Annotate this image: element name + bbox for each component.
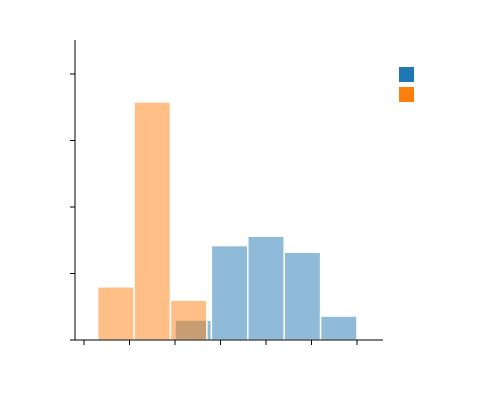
legend — [399, 67, 414, 102]
axes-layer — [74, 40, 383, 341]
bar-series-0-bin-1 — [210, 244, 249, 341]
legend-swatch-0 — [399, 67, 414, 82]
y-ticks — [70, 73, 75, 341]
bar-series-1-bin-1 — [133, 101, 172, 341]
x-ticks — [83, 340, 358, 345]
legend-swatch-1 — [399, 87, 414, 102]
bar-series-0-bin-2 — [247, 235, 285, 341]
bar-series-1-bin-0 — [96, 286, 135, 341]
bar-series-0-bin-3 — [283, 251, 322, 341]
bar-series-1-bin-2 — [169, 299, 208, 341]
bars-layer — [96, 101, 358, 341]
bar-series-0-bin-4 — [319, 315, 358, 341]
